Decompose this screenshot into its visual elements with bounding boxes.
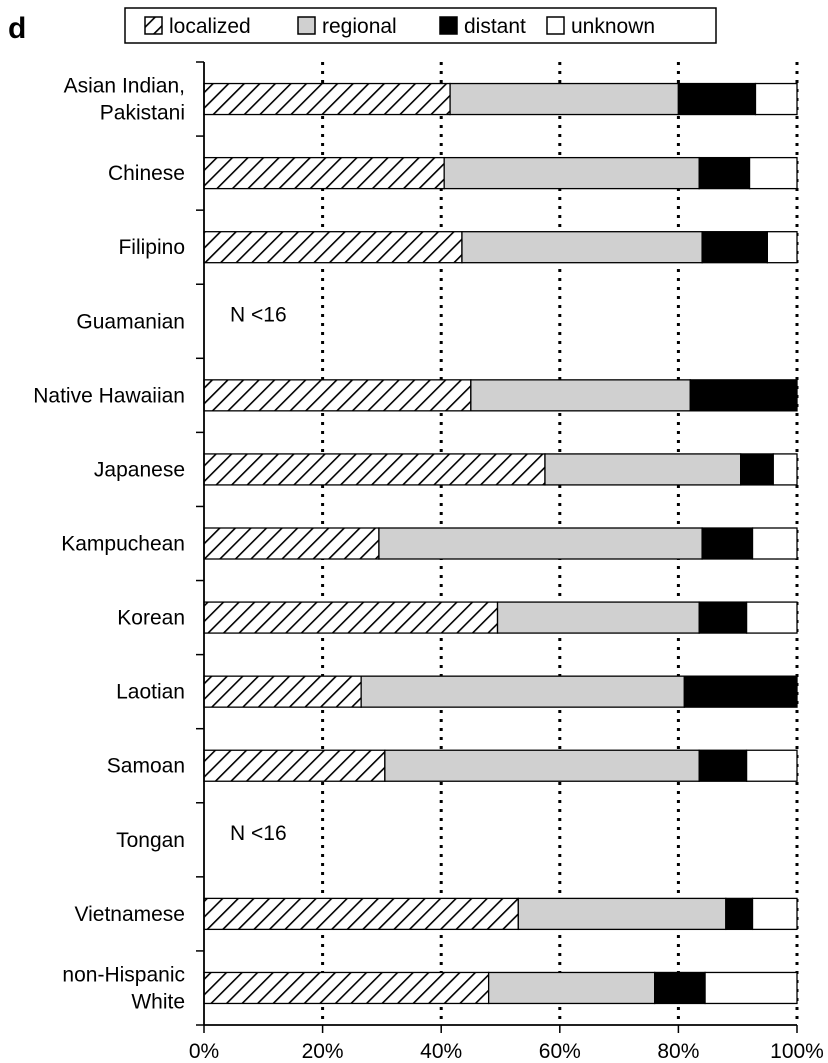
category-labels: Asian Indian, Pakistani Chinese Filipino Gua… [33,75,185,1014]
bar-segment-localized-5 [203,453,546,486]
axes: 0% 20% 40% 60% 80% 100% [189,61,824,1063]
bar-segment-distant-4 [689,379,798,412]
x-tick-label-4: 80% [657,1040,699,1063]
bar-segment-regional-11 [517,897,727,931]
bar-segment-unknown-7 [745,601,798,634]
category-label-1: Chinese [108,162,185,185]
legend-swatch-regional [297,16,316,35]
category-label-3: Guamanian [76,310,185,333]
bars [203,82,798,1005]
category-label-6: Kampuchean [61,533,185,556]
bar-segment-unknown-12 [704,971,798,1005]
bar-segment-localized-2 [203,231,463,264]
bar-segment-regional-5 [544,453,742,486]
legend-swatch-distant [439,16,458,35]
bar-segment-localized-7 [203,601,499,634]
bar-segment-unknown-2 [766,231,798,264]
category-label-0-line-1: Pakistani [100,102,185,125]
gridlines [321,62,799,1025]
bar-segment-localized-1 [203,156,445,190]
bar-segment-distant-6 [701,527,754,560]
bar-segment-distant-1 [698,156,751,190]
bar-segment-localized-6 [203,527,380,560]
category-label-4: Native Hawaiian [33,384,185,407]
legend-box [124,7,717,44]
category-label-12-line-1: White [131,990,185,1013]
bar-segment-localized-8 [203,675,362,708]
bar-segment-distant-0 [677,82,757,116]
bar-segment-regional-7 [496,601,700,634]
x-tick-label-1: 20% [302,1040,344,1063]
legend-label-distant: distant [464,15,526,38]
bar-segment-localized-0 [203,82,451,116]
annotation-0: N <16 [230,303,287,326]
bar-segment-distant-12 [654,971,706,1005]
legend-label-regional: regional [322,15,397,38]
category-label-2: Filipino [118,236,185,259]
category-label-11: Vietnamese [74,903,185,926]
annotation-1: N <16 [230,822,287,845]
bar-segment-distant-8 [683,675,798,708]
bar-segment-regional-2 [461,231,703,264]
category-label-5: Japanese [94,458,185,481]
bar-segment-distant-5 [740,453,774,486]
category-label-12-line-0: non-Hispanic [62,963,185,986]
bar-segment-localized-11 [203,897,519,931]
legend: localized regional distant unknown [124,7,717,44]
bar-segment-distant-7 [698,601,748,634]
bar-segment-localized-4 [203,379,472,412]
category-label-9: Samoan [107,755,185,778]
x-tick-label-5: 100% [770,1040,824,1063]
bar-segment-distant-9 [698,749,748,782]
bar-segment-regional-0 [449,82,680,116]
bar-segment-regional-9 [384,749,700,782]
bar-segment-localized-12 [203,971,490,1005]
x-tick-label-3: 60% [539,1040,581,1063]
bar-segment-unknown-0 [754,82,798,116]
legend-swatch-unknown [546,16,565,35]
bar-segment-unknown-1 [748,156,798,190]
legend-label-localized: localized [169,15,251,38]
category-label-7: Korean [117,607,185,630]
category-label-10: Tongan [116,829,185,852]
annotations: N <16 N <16 [230,303,287,845]
bar-segment-unknown-11 [751,897,798,931]
legend-label-unknown: unknown [571,15,655,38]
category-label-0-line-0: Asian Indian, [64,75,185,98]
bar-segment-unknown-6 [751,527,798,560]
x-tick-label-2: 40% [420,1040,462,1063]
bar-segment-regional-12 [487,971,656,1005]
bar-segment-distant-11 [725,897,754,931]
category-label-8: Laotian [116,681,185,704]
legend-swatch-localized [144,16,163,35]
bar-segment-localized-9 [203,749,386,782]
bar-segment-unknown-9 [745,749,798,782]
bar-segment-distant-2 [701,231,768,264]
bar-segment-regional-4 [470,379,691,412]
bar-segment-unknown-5 [772,453,798,486]
bar-segment-regional-1 [443,156,700,190]
bar-segment-regional-8 [360,675,685,708]
panel-label: d [8,12,26,45]
bar-segment-regional-6 [378,527,703,560]
x-tick-label-0: 0% [189,1040,219,1063]
